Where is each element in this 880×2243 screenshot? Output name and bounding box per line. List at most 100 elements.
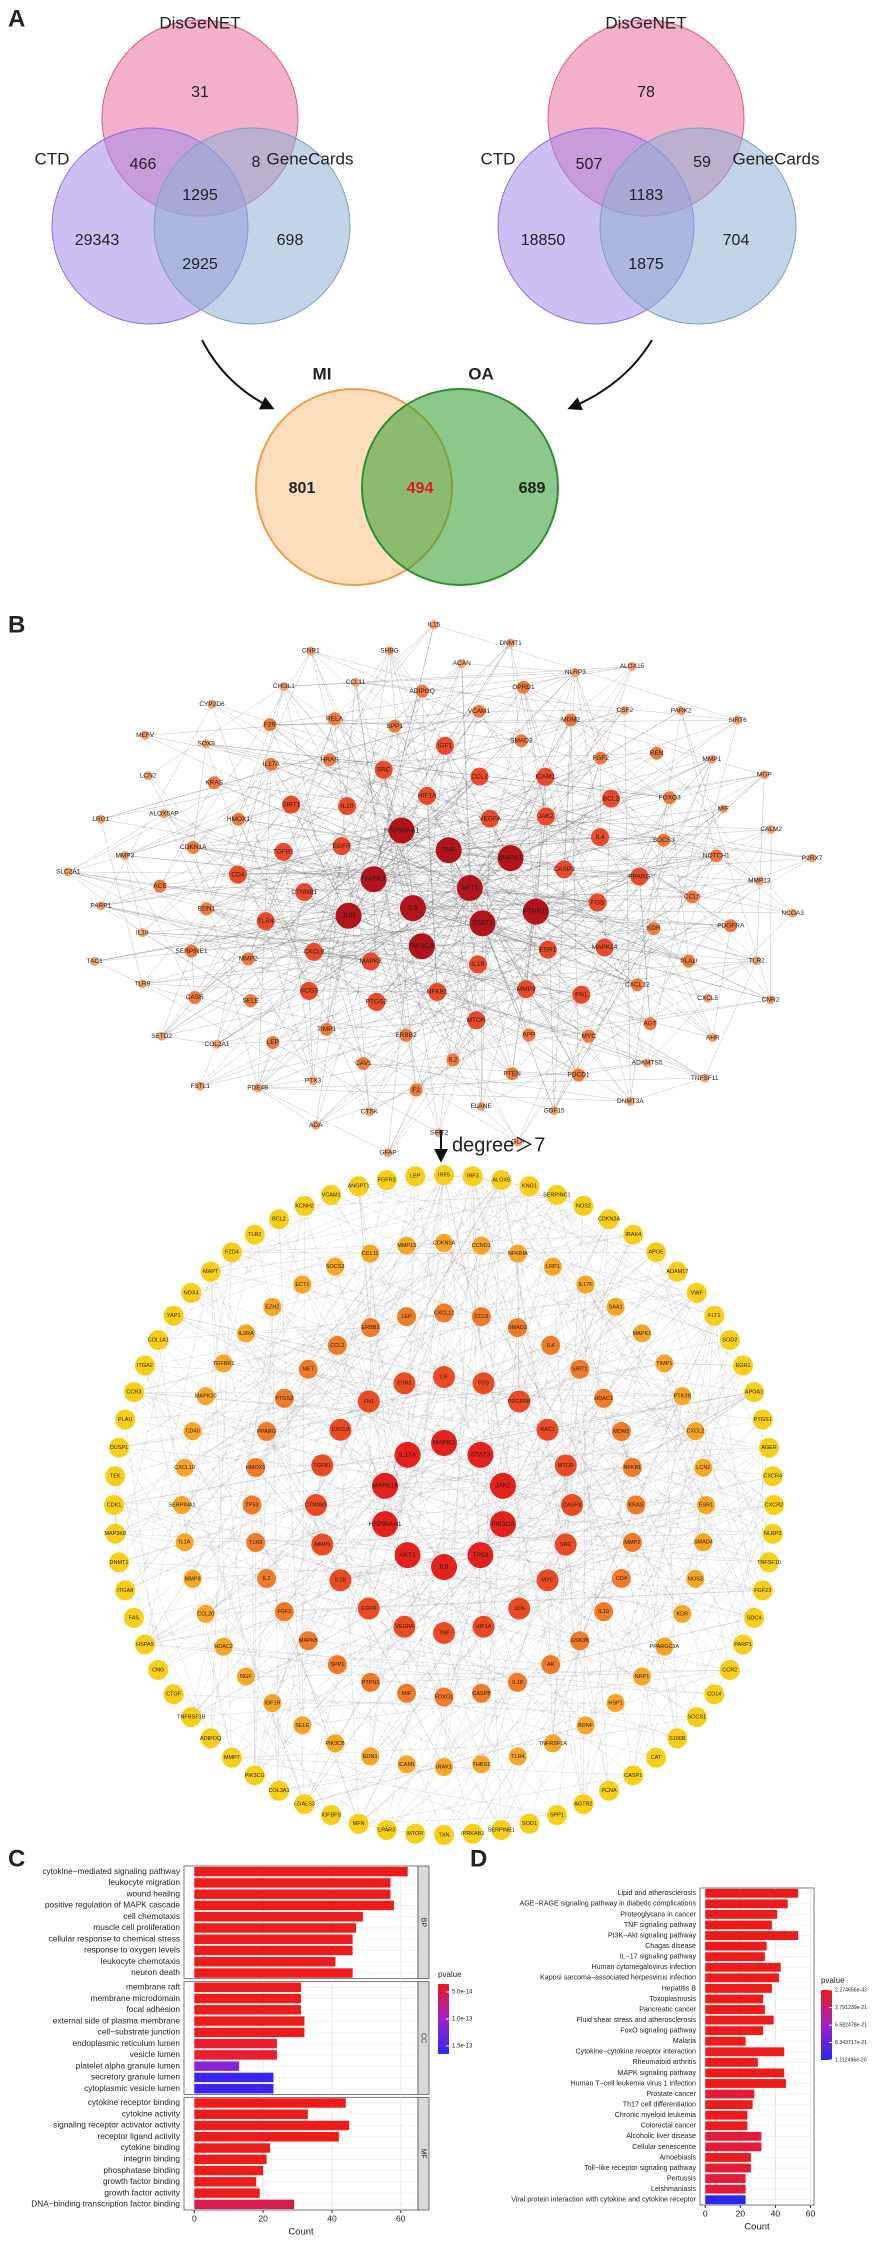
node <box>724 919 738 933</box>
edge <box>469 808 724 889</box>
node <box>472 1615 495 1638</box>
edge <box>469 719 571 889</box>
node <box>541 1655 561 1675</box>
edge <box>245 1333 586 1726</box>
venn-1: DisGeNET CTD GeneCards 31 466 1295 8 293… <box>35 13 353 325</box>
edge <box>118 1447 407 1765</box>
node <box>405 1166 426 1187</box>
edge <box>68 871 310 992</box>
edge <box>358 1775 634 1825</box>
edge <box>363 1063 631 1102</box>
edge <box>664 1363 744 1366</box>
edge <box>145 735 664 841</box>
edge <box>191 923 483 952</box>
node <box>622 1458 642 1478</box>
edge <box>334 718 612 799</box>
edge <box>245 1333 665 1647</box>
node <box>657 833 671 847</box>
edge <box>181 1504 369 1609</box>
edge <box>315 650 390 1126</box>
edge <box>191 950 648 1064</box>
node-label: CDKN2A <box>598 1217 621 1223</box>
edge <box>100 905 582 995</box>
node-label: EDN1 <box>198 906 216 913</box>
category-label: Kaposi sarcoma−associated herpesvirus in… <box>540 1974 696 1982</box>
edge <box>283 672 576 687</box>
edge <box>160 885 693 898</box>
node-label: KDR <box>677 1611 689 1617</box>
edge <box>254 1194 558 1776</box>
node <box>471 1307 491 1327</box>
node-label: CD4 <box>231 871 244 878</box>
node <box>105 1466 126 1487</box>
node <box>257 1422 277 1442</box>
edge <box>184 1284 303 1543</box>
edge <box>291 804 349 916</box>
edge <box>477 964 651 1024</box>
node <box>514 734 528 748</box>
node-label: MMP9 <box>314 1542 330 1548</box>
edge <box>118 1339 730 1448</box>
node <box>322 753 336 767</box>
node <box>491 1819 512 1840</box>
node <box>140 730 150 740</box>
edge <box>386 1578 622 1831</box>
edge <box>355 682 407 1036</box>
edge <box>192 1395 683 1580</box>
edge <box>528 960 757 1036</box>
edge <box>308 990 314 1081</box>
edge <box>266 1431 407 1765</box>
node-label: AR <box>547 1662 555 1668</box>
edge <box>635 1475 773 1506</box>
edge <box>472 1176 502 1830</box>
node-label: TNFRSF1B <box>177 1715 206 1721</box>
edge <box>529 1186 633 1468</box>
edge <box>205 1271 678 1397</box>
node <box>123 1607 144 1628</box>
edge <box>472 1176 773 1534</box>
edge <box>368 1376 445 1609</box>
edge <box>308 1368 773 1534</box>
edge <box>635 1504 731 1671</box>
plot-panel <box>699 1887 815 2206</box>
edge <box>421 946 579 1076</box>
edge <box>570 719 579 1076</box>
node-label: VEGFA <box>479 815 501 822</box>
edge <box>304 1345 551 1805</box>
x-tick-label: 0 <box>703 2208 708 2218</box>
node <box>409 1083 423 1097</box>
edge <box>284 1611 407 1694</box>
x-tick-label: 40 <box>327 2213 337 2223</box>
node-label: HMOX1 <box>227 816 251 823</box>
edge <box>480 1467 633 1556</box>
node <box>372 1511 399 1538</box>
edge <box>223 1646 715 1695</box>
edge <box>211 704 310 992</box>
edge <box>284 1186 530 1399</box>
edge <box>206 743 670 799</box>
node <box>697 1496 715 1514</box>
x-axis-title: Count <box>744 2222 770 2233</box>
edge <box>433 624 738 721</box>
edge <box>448 850 479 965</box>
category-label: muscle cell proliferation <box>93 1922 180 1932</box>
edge <box>376 923 483 1003</box>
edge <box>341 845 757 961</box>
edge <box>478 711 638 985</box>
edge <box>125 1253 371 1591</box>
edge <box>200 857 813 1087</box>
edge <box>144 1391 755 1645</box>
bar <box>194 2109 308 2119</box>
node <box>361 1747 380 1766</box>
node <box>519 1176 540 1197</box>
edge <box>376 757 601 1003</box>
node <box>236 1324 255 1343</box>
edge <box>265 718 335 922</box>
node <box>236 1667 255 1686</box>
node <box>754 876 764 886</box>
edge <box>469 887 689 962</box>
node-label: HMOX1 <box>246 1465 266 1471</box>
edge <box>517 808 724 1143</box>
region-count: 704 <box>723 232 750 249</box>
edge <box>269 719 738 725</box>
